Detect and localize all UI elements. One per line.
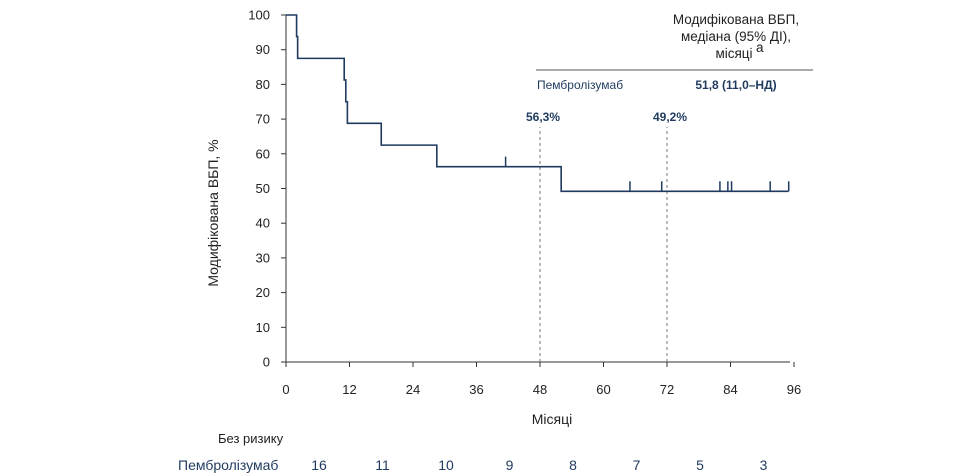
legend: Модифікована ВБП, медіана (95% ДІ), міся… bbox=[536, 12, 813, 92]
y-axis-title: Модифікована ВБП, % bbox=[205, 139, 221, 286]
y-tick-label: 50 bbox=[256, 181, 270, 196]
x-tick-label: 48 bbox=[533, 382, 547, 397]
legend-header-line-3: місяці bbox=[715, 46, 752, 61]
y-tick-label: 80 bbox=[256, 77, 270, 92]
y-tick-label: 20 bbox=[256, 285, 270, 300]
reference-label: 56,3% bbox=[526, 110, 560, 124]
x-tick-label: 96 bbox=[787, 382, 801, 397]
legend-row-name: Пембролізумаб bbox=[537, 78, 623, 92]
legend-header-line-2: медіана (95% ДІ), bbox=[681, 29, 791, 44]
risk-value: 3 bbox=[760, 457, 768, 473]
y-tick-label: 70 bbox=[256, 112, 270, 127]
x-tick-label: 36 bbox=[469, 382, 483, 397]
risk-value: 9 bbox=[506, 457, 514, 473]
y-tick-label: 10 bbox=[256, 320, 270, 335]
risk-value: 7 bbox=[633, 457, 641, 473]
legend-row-value: 51,8 (11,0–НД) bbox=[695, 78, 776, 92]
y-axis-ticks: 0 10 20 30 40 50 60 70 80 90 100 bbox=[248, 8, 286, 370]
risk-value: 5 bbox=[696, 457, 704, 473]
reference-label: 49,2% bbox=[653, 110, 687, 124]
x-axis-title: Місяці bbox=[532, 411, 572, 427]
risk-table-row-label: Пембролізумаб bbox=[178, 457, 278, 473]
risk-table-values: 16 11 10 9 8 7 5 3 bbox=[311, 457, 767, 473]
legend-header-line-1: Модифікована ВБП, bbox=[673, 12, 799, 27]
reference-lines: 56,3% 49,2% bbox=[526, 110, 687, 362]
x-tick-label: 72 bbox=[660, 382, 674, 397]
x-tick-label: 24 bbox=[406, 382, 420, 397]
y-tick-label: 90 bbox=[256, 42, 270, 57]
risk-value: 10 bbox=[438, 457, 454, 473]
y-tick-label: 100 bbox=[248, 8, 270, 23]
y-tick-label: 0 bbox=[263, 355, 270, 370]
y-tick-label: 40 bbox=[256, 216, 270, 231]
x-tick-label: 12 bbox=[342, 382, 356, 397]
x-tick-label: 84 bbox=[723, 382, 737, 397]
km-curve bbox=[286, 14, 789, 193]
legend-header-sup: a bbox=[756, 40, 764, 55]
x-tick-label: 0 bbox=[282, 382, 289, 397]
x-tick-label: 60 bbox=[596, 382, 610, 397]
y-tick-label: 60 bbox=[256, 146, 270, 161]
y-tick-label: 30 bbox=[256, 250, 270, 265]
risk-value: 11 bbox=[375, 457, 390, 473]
x-axis-ticks: 0 12 24 36 48 60 72 84 96 bbox=[282, 362, 801, 397]
risk-table-header: Без ризику bbox=[218, 431, 284, 446]
risk-value: 16 bbox=[311, 457, 327, 473]
risk-value: 8 bbox=[569, 457, 577, 473]
censor-marks bbox=[504, 156, 790, 192]
